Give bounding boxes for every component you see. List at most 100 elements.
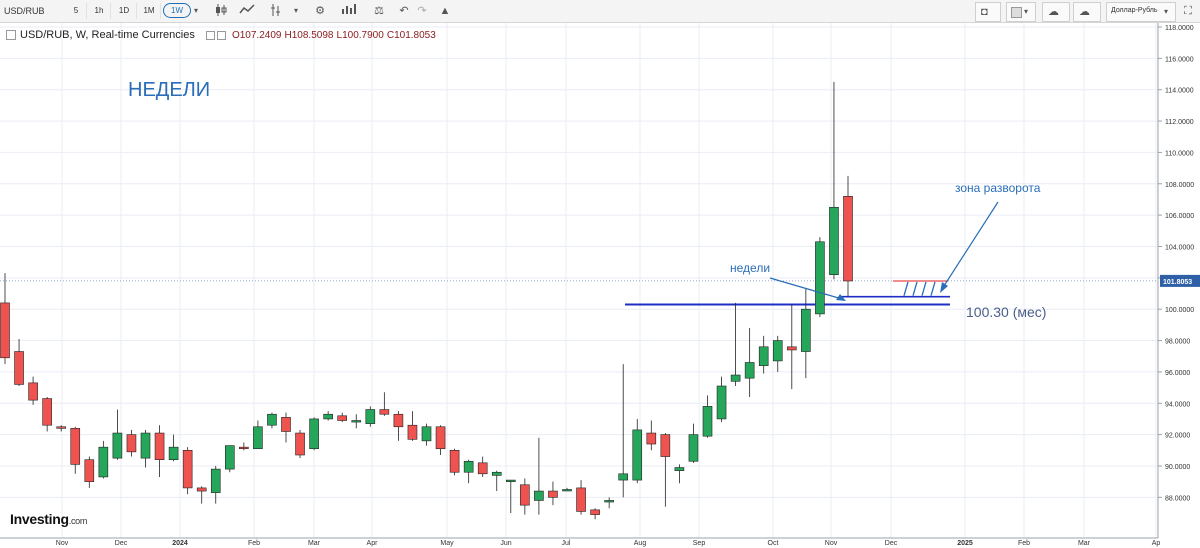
candle xyxy=(829,81,839,280)
chart-legend: USD/RUB, W, Real-time Currencies O107.24… xyxy=(6,29,436,41)
candle-body xyxy=(604,500,614,503)
candle-body xyxy=(421,426,432,442)
camera-button[interactable]: ◘ xyxy=(975,2,1001,22)
candle xyxy=(253,420,263,450)
price-chart[interactable]: 88.0000 90.0000 92.0000 94.0000 96.0000 98.00… xyxy=(0,23,1200,548)
candle-body xyxy=(632,429,643,481)
candle-body xyxy=(660,434,671,457)
x-tick-label: May xyxy=(440,540,454,547)
redo-icon[interactable]: ↷ xyxy=(417,5,427,17)
compare-icon[interactable] xyxy=(338,3,360,19)
interval-1m-button[interactable]: 1M xyxy=(138,3,161,19)
alert-icon[interactable]: ▲ xyxy=(439,5,451,17)
reversal-zone-hatch xyxy=(921,281,927,296)
candle-body xyxy=(253,426,263,450)
y-tick-label: 92.0000 xyxy=(1165,433,1190,440)
x-tick-label: Aug xyxy=(634,540,647,547)
candle xyxy=(548,481,558,506)
candle xyxy=(449,448,460,476)
candle xyxy=(604,497,614,509)
candle xyxy=(14,338,24,387)
candle xyxy=(28,376,38,405)
x-tick-label: Nov xyxy=(825,540,838,547)
candle xyxy=(730,302,741,387)
candle-body xyxy=(520,484,530,506)
cloud-load-button[interactable]: ☁ xyxy=(1042,2,1070,22)
x-tick-label: Feb xyxy=(1018,540,1030,547)
candle xyxy=(463,459,474,484)
candle xyxy=(674,464,685,484)
arrow-head-icon xyxy=(836,294,846,301)
x-tick-label: Mar xyxy=(308,540,321,547)
legend-collapse-icon[interactable] xyxy=(6,30,16,41)
candle-body xyxy=(716,385,727,420)
interval-1w-button[interactable]: 1W xyxy=(163,3,191,18)
interval-dropdown-icon[interactable]: ▾ xyxy=(193,6,198,15)
candle xyxy=(618,364,629,498)
interval-1h-button[interactable]: 1h xyxy=(88,3,111,19)
current-price-value: 101.8053 xyxy=(1163,279,1192,286)
y-tick-label: 110.0000 xyxy=(1165,150,1194,157)
reversal-zone-hatch xyxy=(903,281,909,296)
candle-body xyxy=(505,479,516,482)
candle-body xyxy=(42,398,52,426)
toolbar: USD/RUB 5 1h 1D 1M 1W ▾ ▾ ⚙ ⚖ ↶ ↷ ▲ ◘ ▾ … xyxy=(0,0,1200,23)
candle-body xyxy=(618,473,629,481)
candle xyxy=(0,273,10,365)
candle xyxy=(534,437,544,515)
candle xyxy=(295,429,305,459)
line-style-icon[interactable] xyxy=(236,3,258,19)
indicators-dropdown-icon[interactable]: ▾ xyxy=(293,6,298,15)
candle-body xyxy=(140,432,151,459)
color-box-button[interactable]: ▾ xyxy=(1006,2,1036,22)
x-tick-label: Jun xyxy=(500,540,511,547)
annotation-weeks: недели xyxy=(730,261,770,275)
candle xyxy=(112,409,123,460)
y-tick-label: 96.0000 xyxy=(1165,370,1190,377)
candle xyxy=(323,411,333,421)
y-tick-label: 114.0000 xyxy=(1165,88,1194,95)
candle xyxy=(716,376,727,423)
candle xyxy=(646,420,657,451)
y-tick-label: 112.0000 xyxy=(1165,119,1194,126)
cloud-save-button[interactable]: ☁ xyxy=(1073,2,1101,22)
candlestick-icon[interactable] xyxy=(212,3,230,19)
fullscreen-icon[interactable]: ⛶ xyxy=(1184,5,1192,17)
reversal-zone-hatch xyxy=(912,281,918,296)
interval-5-button[interactable]: 5 xyxy=(66,3,87,19)
candle-body xyxy=(548,490,558,498)
undo-icon[interactable]: ↶ xyxy=(399,5,409,17)
candle-body xyxy=(98,446,109,478)
symbol-selector[interactable]: USD/RUB xyxy=(4,6,45,16)
candle xyxy=(520,478,530,515)
y-tick-label: 90.0000 xyxy=(1165,464,1190,471)
candle-body xyxy=(491,471,502,476)
candle-body xyxy=(463,460,474,473)
annotation-arrow-weeks xyxy=(769,277,843,300)
candle xyxy=(196,486,207,504)
legend-low: L100.7900 xyxy=(336,30,384,41)
candle-body xyxy=(182,449,193,489)
candle xyxy=(98,440,109,479)
candle xyxy=(239,442,249,451)
balance-icon[interactable]: ⚖ xyxy=(374,5,384,17)
legend-hide-icon[interactable] xyxy=(216,30,226,40)
instrument-dropdown-icon: ▾ xyxy=(1164,7,1169,16)
candle-body xyxy=(225,445,235,470)
x-tick-label: Oct xyxy=(768,540,779,547)
candle xyxy=(365,406,376,427)
candle-body xyxy=(126,434,137,453)
annotation-reversal-zone: зона разворота xyxy=(955,181,1041,195)
color-dropdown-icon: ▾ xyxy=(1024,7,1029,16)
candle-body xyxy=(801,308,811,352)
interval-1d-button[interactable]: 1D xyxy=(112,3,137,19)
candle-body xyxy=(829,206,839,276)
indicators-icon[interactable] xyxy=(266,3,290,19)
candle-body xyxy=(281,417,291,432)
candle-body xyxy=(379,409,390,415)
settings-icon[interactable]: ⚙ xyxy=(315,5,325,17)
candle-body xyxy=(758,346,769,366)
candle-body xyxy=(477,462,488,475)
legend-settings-icon[interactable] xyxy=(205,30,215,40)
instrument-selector[interactable]: Доллар-Рубль ▾ xyxy=(1106,2,1176,22)
